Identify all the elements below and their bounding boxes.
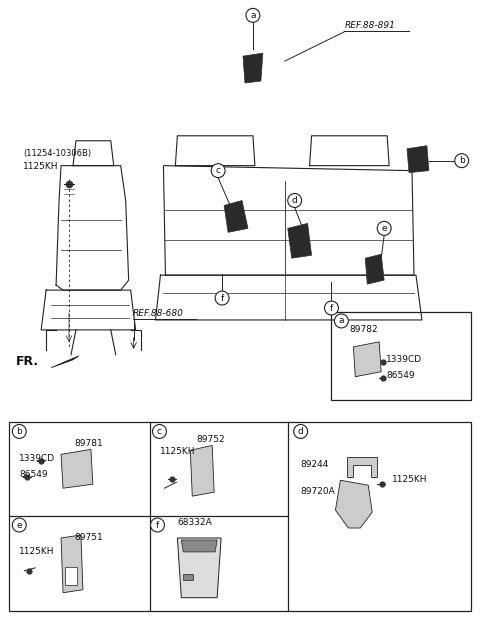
Text: 89751: 89751 <box>74 533 103 542</box>
Text: c: c <box>157 427 162 436</box>
Text: 1125KH: 1125KH <box>23 162 59 170</box>
Text: 89720A: 89720A <box>300 487 336 496</box>
Circle shape <box>455 154 468 167</box>
Circle shape <box>288 193 301 208</box>
Circle shape <box>151 518 165 532</box>
Polygon shape <box>178 538 221 598</box>
Text: 1339CD: 1339CD <box>386 355 422 364</box>
Polygon shape <box>353 342 381 377</box>
Bar <box>183 574 193 580</box>
Text: 1125KH: 1125KH <box>159 448 195 456</box>
Polygon shape <box>61 535 83 593</box>
Text: 86549: 86549 <box>386 371 415 379</box>
Text: 89244: 89244 <box>300 460 329 469</box>
Polygon shape <box>224 200 248 232</box>
Text: c: c <box>216 166 221 175</box>
Text: a: a <box>250 11 256 20</box>
Polygon shape <box>288 223 312 259</box>
Bar <box>332 312 471 400</box>
Polygon shape <box>181 540 217 552</box>
Bar <box>65 567 77 585</box>
Text: 89782: 89782 <box>349 325 378 334</box>
Circle shape <box>335 314 348 328</box>
Circle shape <box>211 164 225 177</box>
Text: b: b <box>16 427 22 436</box>
Circle shape <box>324 301 338 315</box>
Polygon shape <box>407 146 429 172</box>
Text: e: e <box>381 224 387 233</box>
Polygon shape <box>336 480 372 528</box>
Polygon shape <box>61 450 93 488</box>
Text: 68332A: 68332A <box>178 518 212 527</box>
Text: f: f <box>330 304 333 312</box>
Polygon shape <box>365 254 384 284</box>
Text: d: d <box>292 196 298 205</box>
Text: 1125KH: 1125KH <box>19 547 55 556</box>
Text: d: d <box>298 427 303 436</box>
Text: e: e <box>16 521 22 529</box>
Circle shape <box>12 518 26 532</box>
Polygon shape <box>243 53 263 83</box>
Text: 89781: 89781 <box>74 440 103 448</box>
Text: f: f <box>220 293 224 303</box>
Text: (11254-10306B): (11254-10306B) <box>23 149 91 157</box>
Text: 1125KH: 1125KH <box>392 475 428 484</box>
Text: a: a <box>339 316 344 326</box>
Text: f: f <box>156 521 159 529</box>
Bar <box>9 422 471 611</box>
Polygon shape <box>190 445 214 496</box>
Text: 89752: 89752 <box>196 435 225 445</box>
Text: REF.88-680: REF.88-680 <box>132 309 183 318</box>
Polygon shape <box>348 458 377 477</box>
Circle shape <box>12 425 26 438</box>
Text: FR.: FR. <box>16 355 39 368</box>
Polygon shape <box>51 356 79 368</box>
Text: 86549: 86549 <box>19 470 48 479</box>
Text: b: b <box>459 156 465 165</box>
Circle shape <box>246 8 260 22</box>
Text: 1339CD: 1339CD <box>19 454 55 463</box>
Circle shape <box>377 221 391 236</box>
Circle shape <box>294 425 308 438</box>
Text: REF.88-891: REF.88-891 <box>344 21 395 30</box>
Circle shape <box>215 291 229 305</box>
Circle shape <box>153 425 167 438</box>
